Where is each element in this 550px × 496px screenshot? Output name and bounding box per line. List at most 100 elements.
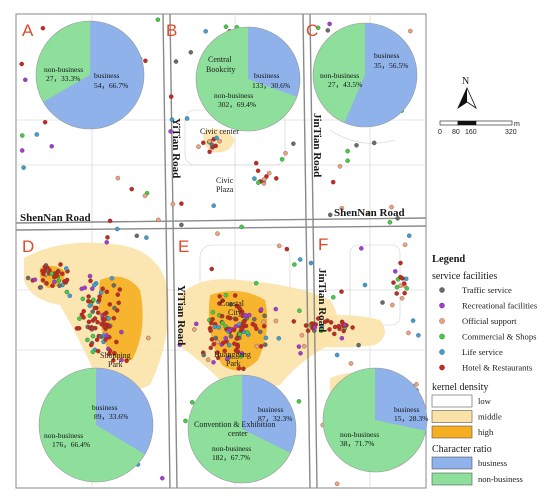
facility-point	[64, 277, 70, 283]
pie-slice-business	[242, 375, 296, 453]
place-label-coastal-city-1: Coastal	[220, 299, 245, 308]
facility-point	[90, 318, 96, 323]
facility-point	[234, 303, 240, 309]
facility-point	[119, 329, 124, 335]
facility-point	[114, 339, 119, 345]
facility-point	[95, 348, 101, 354]
facility-point	[208, 328, 213, 333]
facility-point	[330, 179, 336, 185]
facility-point	[213, 143, 218, 149]
facility-point	[112, 350, 117, 356]
facility-point	[227, 327, 233, 333]
facility-point	[192, 327, 197, 332]
pie-slice-business	[248, 27, 300, 97]
facility-point	[339, 335, 345, 341]
scale-tick-80: 80	[452, 129, 460, 136]
place-label-central-bookcity-1: Central	[208, 55, 232, 64]
facility-point	[129, 186, 134, 192]
legend-service-label: Recreational facilities	[462, 301, 538, 311]
facility-point	[90, 333, 96, 339]
facility-point	[257, 329, 263, 335]
scale-bar: 0 80 160 320 m	[438, 120, 520, 136]
facility-point	[217, 138, 222, 144]
legend-service-swatch	[439, 302, 445, 309]
facility-point	[308, 260, 314, 266]
facility-point	[318, 328, 324, 333]
facility-point	[394, 291, 399, 296]
facility-point	[94, 337, 100, 342]
facility-point	[201, 140, 206, 146]
facility-point	[88, 342, 94, 348]
facility-point	[210, 316, 215, 322]
pie-nonbusiness-label: non-business	[44, 65, 83, 74]
facility-point	[254, 343, 260, 349]
facility-point	[124, 358, 129, 364]
facility-point	[315, 25, 321, 31]
zone-letter-c: C	[306, 21, 318, 40]
facility-point	[85, 337, 90, 343]
facility-point	[179, 201, 184, 206]
facility-point	[399, 296, 405, 301]
scale-tick-320: 320	[505, 129, 517, 136]
place-label-civic-plaza-1: Civic	[216, 176, 234, 185]
zone-letter-b: B	[166, 21, 177, 40]
road-label-shennan-east: ShenNan Road	[334, 207, 405, 219]
facility-point	[356, 342, 361, 348]
facility-point	[391, 280, 396, 285]
pie-business-value: 87，32.3%	[258, 414, 292, 423]
facility-point	[414, 382, 419, 387]
facility-point	[49, 271, 54, 276]
facility-point	[406, 330, 411, 336]
road-label-yitian-north: YiTian Road	[170, 118, 182, 178]
facility-point	[263, 335, 269, 341]
zone-letter-e: E	[178, 237, 189, 256]
facility-point	[40, 278, 46, 283]
facility-point	[262, 177, 267, 182]
facility-point	[224, 356, 230, 362]
facility-point	[107, 324, 112, 329]
facility-point	[107, 302, 113, 307]
facility-point	[47, 267, 52, 273]
facility-point	[403, 276, 409, 282]
facility-point	[402, 290, 407, 296]
facility-point	[279, 157, 285, 162]
facility-point	[261, 323, 267, 329]
facility-point	[170, 201, 176, 207]
facility-point	[201, 352, 206, 358]
facility-point	[44, 281, 49, 286]
facility-point	[233, 317, 239, 322]
facility-point	[339, 289, 344, 294]
facility-point	[336, 323, 342, 329]
facility-point	[241, 366, 246, 372]
facility-point	[371, 140, 377, 146]
facility-point	[86, 298, 91, 304]
facility-point	[292, 262, 297, 267]
facility-point	[104, 333, 110, 338]
jintian-road-right	[309, 13, 318, 489]
facility-point	[332, 331, 337, 337]
facility-point	[142, 193, 148, 199]
facility-point	[389, 204, 394, 210]
facility-point	[408, 28, 413, 34]
facility-point	[244, 330, 250, 335]
legend-kernel-swatch	[431, 394, 473, 408]
facility-point	[273, 306, 279, 312]
zone-letters: A B C D E F	[22, 21, 328, 256]
facility-point	[362, 282, 368, 288]
facility-point	[406, 233, 412, 238]
place-label-civic-plaza-2: Plaza	[216, 185, 234, 194]
facility-point	[255, 168, 261, 174]
pie-nonbusiness-value: 38，71.7%	[340, 439, 374, 448]
legend-ratio-label: business	[478, 458, 508, 468]
facility-point	[387, 220, 393, 225]
facility-point	[220, 320, 225, 326]
legend-service-items: Traffic service Recreational facilities Of…	[439, 285, 538, 373]
north-arrow: N	[457, 76, 477, 110]
facility-point	[236, 366, 242, 371]
facility-point	[354, 143, 359, 148]
legend-ratio-heading: Character ratio	[432, 444, 492, 455]
pie-business-label: business	[394, 405, 420, 414]
facility-point	[107, 218, 113, 224]
